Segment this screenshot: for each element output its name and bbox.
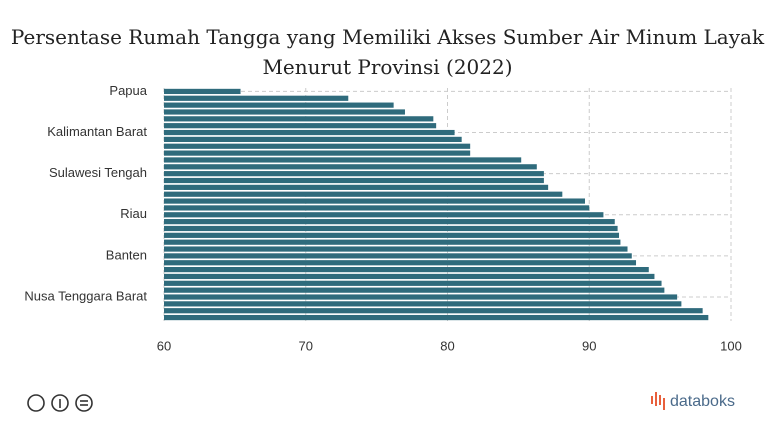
bar [164, 177, 544, 184]
bar [164, 308, 703, 314]
bar [164, 143, 471, 149]
x-tick-label: 100 [720, 338, 742, 353]
bar [164, 260, 637, 266]
bar [164, 273, 655, 280]
x-tick-label: 60 [157, 338, 171, 353]
bar [164, 136, 462, 142]
bar [164, 246, 628, 252]
bar [164, 150, 471, 156]
brand-icon [651, 392, 665, 410]
x-tick-label: 90 [582, 338, 596, 353]
bar [164, 116, 434, 122]
bar [164, 171, 544, 177]
bar [164, 129, 455, 136]
bar [164, 239, 621, 245]
bar [164, 198, 585, 204]
license-icons [27, 394, 93, 412]
y-tick-label: Nusa Tenggara Barat [24, 288, 147, 303]
brand: databoks [670, 393, 735, 410]
x-tick-label: 70 [299, 338, 313, 353]
bar [164, 219, 615, 225]
x-tick-label: 80 [440, 338, 454, 353]
bar [164, 109, 405, 115]
bar [164, 164, 537, 170]
bar [164, 88, 241, 95]
bar [164, 280, 662, 286]
bar [164, 205, 590, 211]
bar [164, 301, 682, 307]
y-tick-label: Papua [109, 83, 147, 98]
y-tick-label: Sulawesi Tengah [49, 165, 147, 180]
bar [164, 102, 394, 108]
chart-title: Persentase Rumah Tangga yang Memiliki Ak… [10, 25, 765, 79]
bar [164, 95, 349, 101]
bar [164, 253, 632, 259]
bar [164, 225, 618, 232]
bar [164, 267, 649, 273]
bar [164, 191, 563, 197]
bar [164, 157, 522, 163]
bar [164, 314, 709, 321]
y-tick-label: Banten [106, 247, 147, 262]
bar [164, 294, 678, 300]
y-tick-label: Riau [120, 206, 147, 221]
bar [164, 232, 620, 238]
bar [164, 287, 665, 293]
bar [164, 184, 549, 190]
bar [164, 212, 604, 218]
y-tick-label: Kalimantan Barat [47, 124, 147, 139]
bar [164, 123, 437, 129]
